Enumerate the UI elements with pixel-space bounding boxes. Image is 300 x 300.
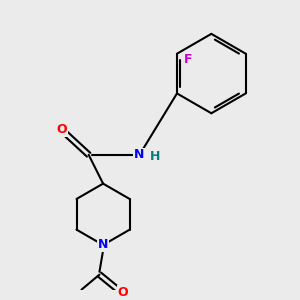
Text: H: H [150, 150, 161, 163]
Text: O: O [56, 123, 67, 136]
Text: O: O [118, 286, 128, 299]
Text: F: F [184, 52, 192, 66]
Text: N: N [134, 148, 144, 161]
Text: N: N [98, 238, 108, 251]
